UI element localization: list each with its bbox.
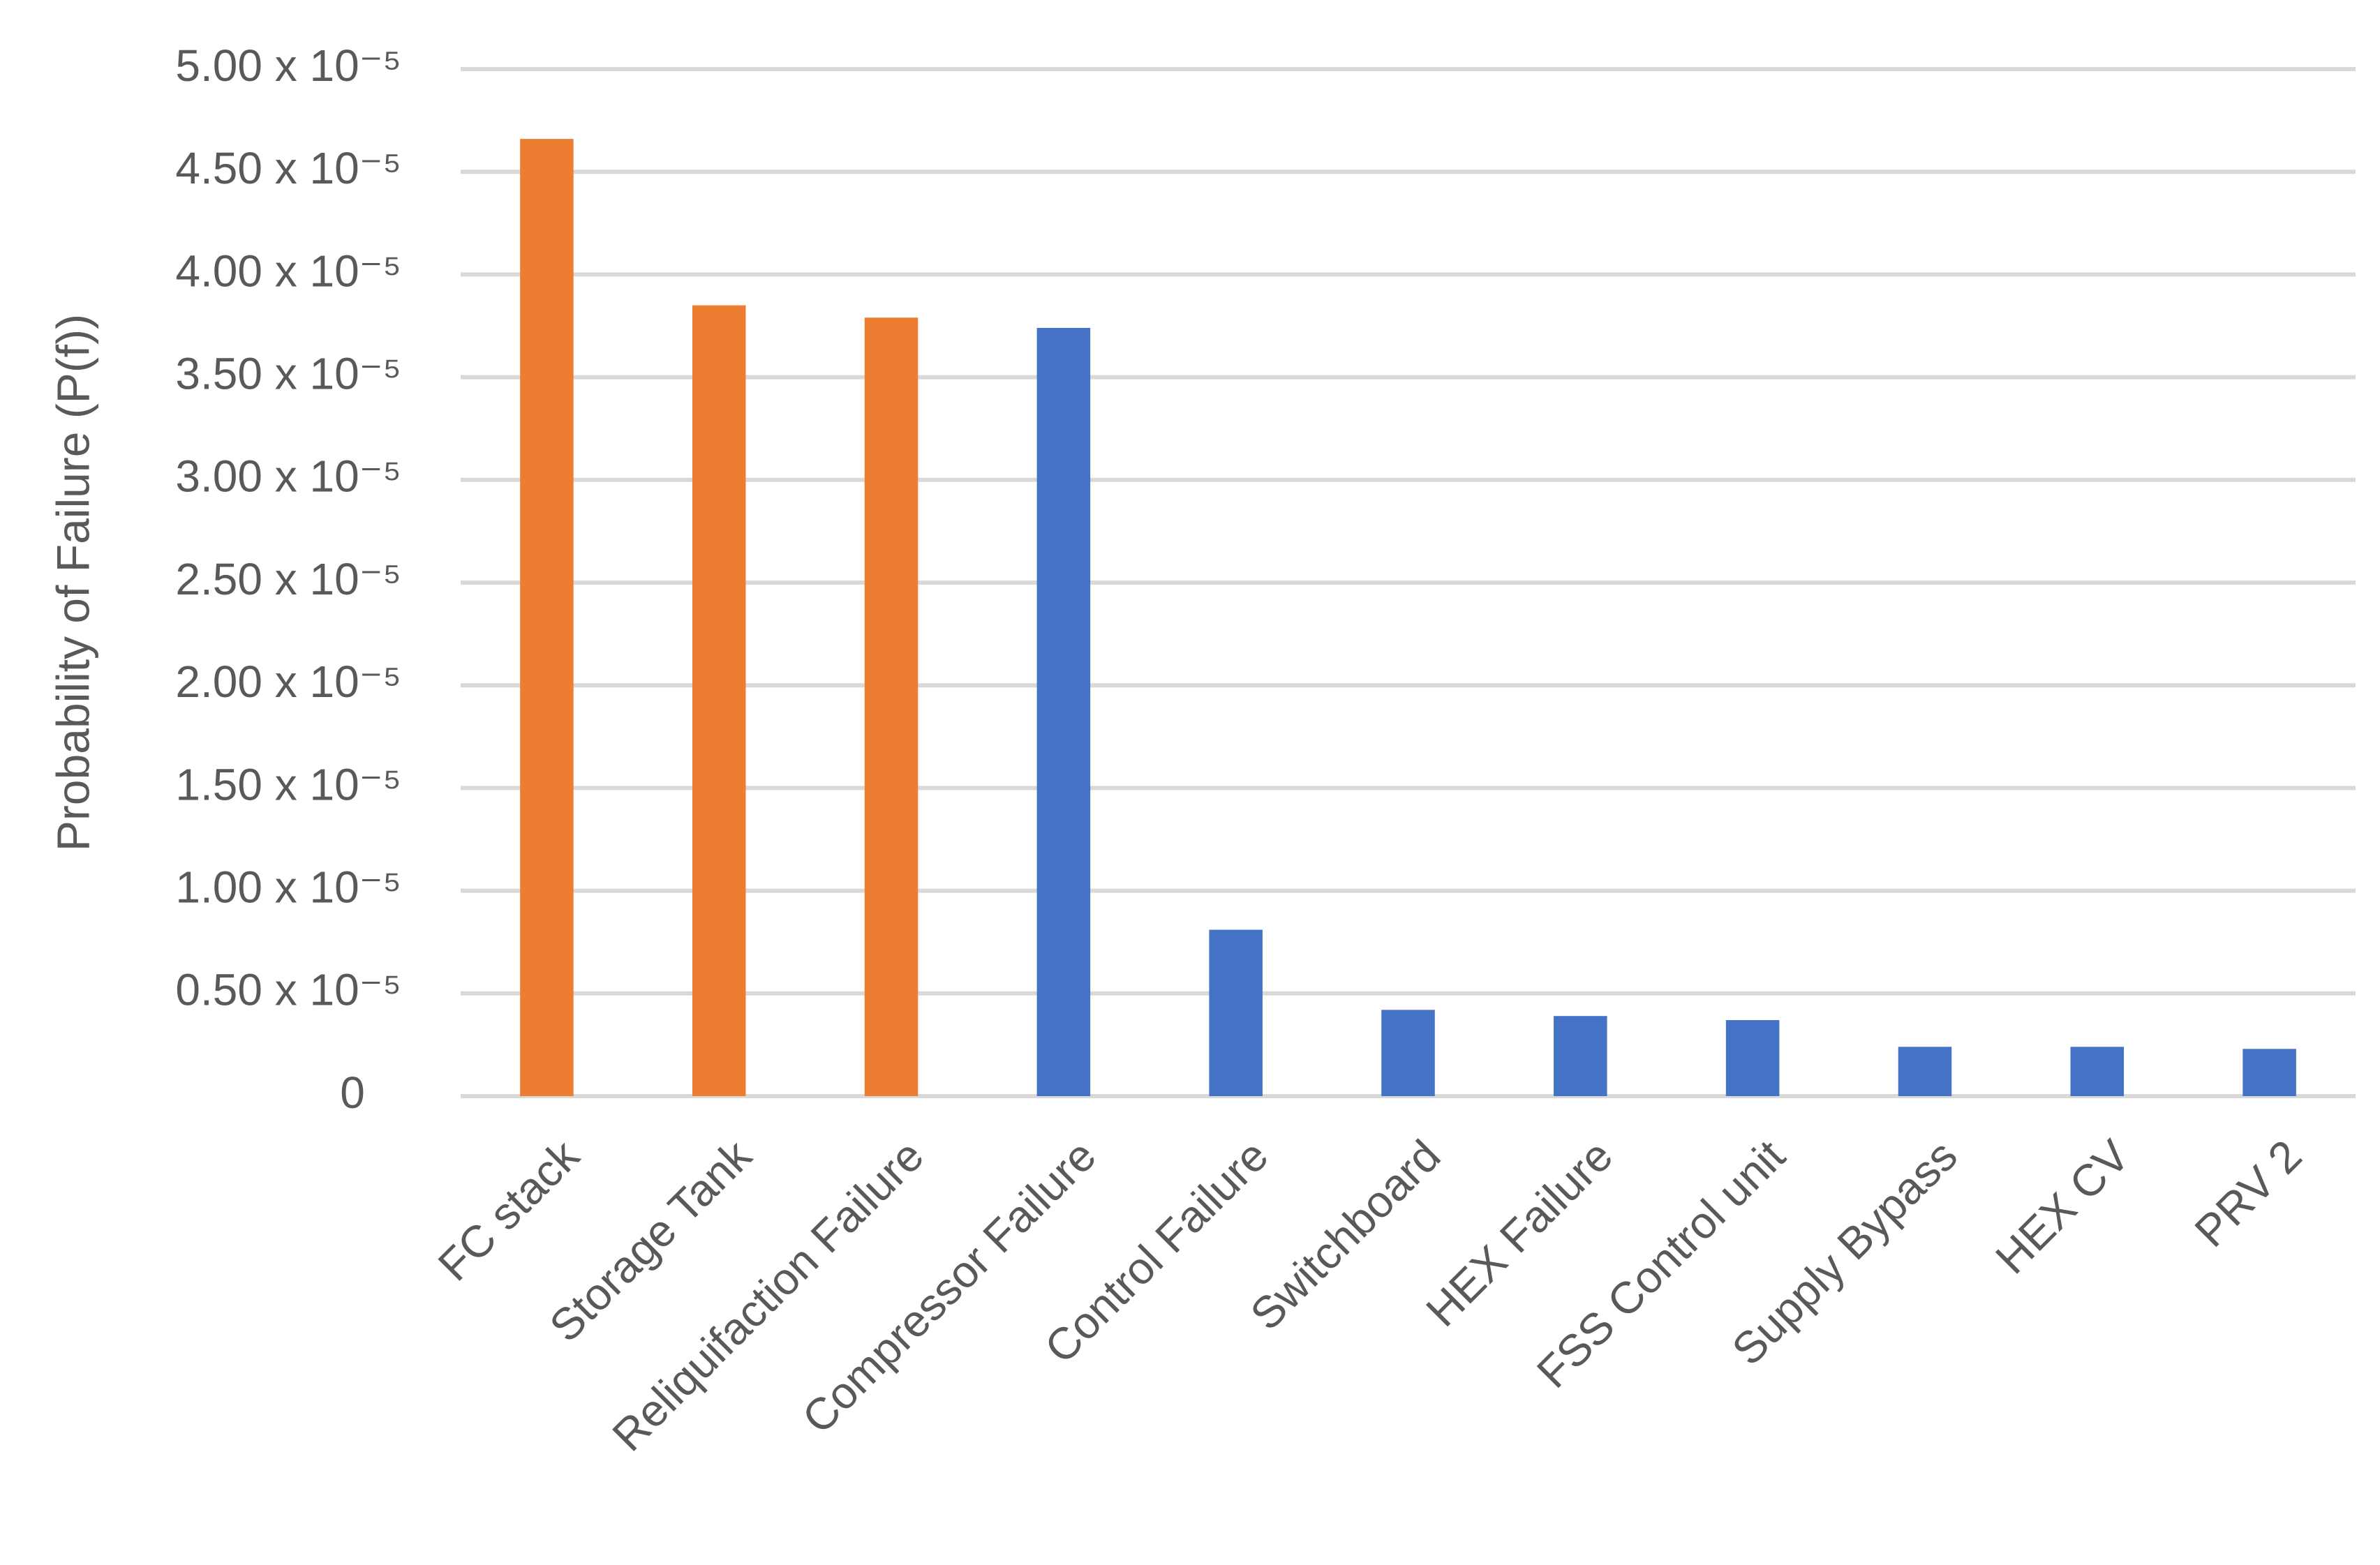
x-tick-label: Reliquifaction Failure: [602, 1130, 932, 1460]
bar: [520, 139, 574, 1097]
bar: [1036, 327, 1091, 1097]
y-tick-label: 3.00 x 10⁻⁵: [175, 451, 401, 502]
bar: [1554, 1016, 1607, 1096]
y-tick-label: 0: [340, 1068, 365, 1118]
y-tick-label: 3.50 x 10⁻⁵: [175, 349, 401, 399]
y-tick-label: 2.00 x 10⁻⁵: [175, 657, 401, 707]
x-tick-label: FC stack: [429, 1130, 589, 1290]
y-tick-label: 4.00 x 10⁻⁵: [175, 246, 401, 296]
y-tick-label: 4.50 x 10⁻⁵: [175, 143, 401, 193]
bar: [2070, 1047, 2125, 1096]
y-tick-label: 1.50 x 10⁻⁵: [175, 759, 401, 809]
y-tick-label: 0.50 x 10⁻⁵: [175, 965, 401, 1015]
y-tick-label: 5.00 x 10⁻⁵: [175, 40, 401, 91]
y-tick-label: 1.00 x 10⁻⁵: [175, 862, 401, 913]
bar: [1209, 929, 1263, 1096]
bar: [2243, 1049, 2296, 1096]
bar: [1381, 1010, 1435, 1096]
bar: [864, 317, 918, 1096]
x-tick-label: PRV 2: [2185, 1130, 2312, 1257]
y-tick-label: 2.50 x 10⁻⁵: [175, 554, 401, 604]
y-axis-title: Probability of Failure (P(f)): [47, 314, 98, 851]
bar: [1725, 1020, 1780, 1096]
bar: [1898, 1047, 1952, 1096]
bar: [692, 305, 746, 1096]
x-tick-label: Compressor Failure: [793, 1130, 1106, 1443]
x-tick-label: HEX CV: [1986, 1130, 2139, 1284]
